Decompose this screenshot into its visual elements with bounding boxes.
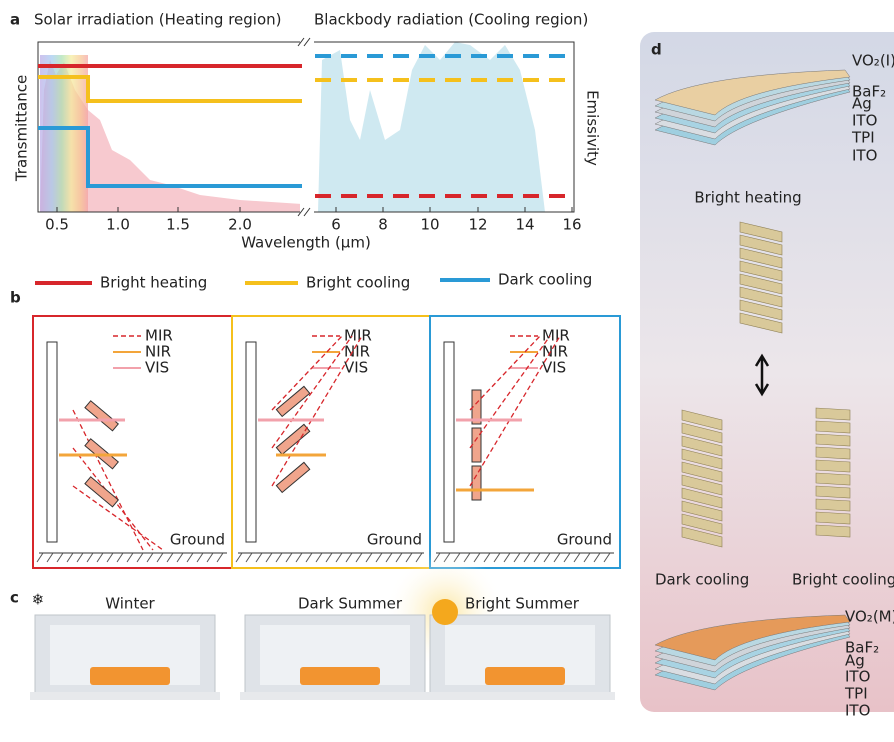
label: Transmittance [13,75,31,182]
label: 1.5 [166,216,190,234]
label: ITO [845,702,870,720]
slat-3d [816,486,850,498]
floor [425,692,615,700]
scene-title: Winter [105,595,155,613]
label: VO₂(M) [845,608,894,626]
label: d [651,41,662,59]
label: 8 [378,216,388,234]
wall [444,342,454,542]
label: ITO [845,668,870,686]
label: Dark cooling [498,271,592,289]
label: Ground [170,531,225,549]
label: 2.0 [228,216,252,234]
slat-3d [816,499,850,511]
label: Bright heating [100,274,207,292]
label: Emissivity [584,90,602,166]
sofa [300,667,380,685]
label: 6 [331,216,341,234]
label: Blackbody radiation (Cooling region) [314,11,588,29]
slat-3d [816,447,850,459]
slat-3d [816,473,850,485]
sofa [90,667,170,685]
sofa [485,667,565,685]
label: Bright cooling [792,571,894,589]
label: Solar irradiation (Heating region) [34,11,282,29]
label: b [10,289,21,307]
label: c [10,589,19,607]
figure: a Solar irradiation (Heating region) Black… [0,0,894,738]
label: 0.5 [45,216,69,234]
wall [47,342,57,542]
floor [30,692,220,700]
slat-3d [816,525,850,537]
atm-window [318,42,545,212]
label: TPI [844,685,868,703]
scene-title: Dark Summer [298,595,403,613]
label: Bright heating [694,189,801,207]
label: ITO [852,147,877,165]
slat-3d [816,512,850,524]
label: Ag [852,95,872,113]
label: VIS [145,359,169,377]
label: TPI [851,129,875,147]
label: a [10,11,20,29]
slat-3d [816,434,850,446]
label: ITO [852,112,877,130]
floor [240,692,430,700]
scene-title: Bright Summer [465,595,580,613]
label: Ground [557,531,612,549]
label: Dark cooling [655,571,749,589]
snowflake: ❄ [32,591,45,609]
sun [432,599,458,625]
axis-break [300,38,314,216]
label: 16 [562,216,581,234]
slat [472,428,481,462]
slat-3d [816,460,850,472]
label: 12 [468,216,487,234]
label: 14 [515,216,534,234]
slat-3d [816,408,850,420]
label: Bright cooling [306,274,410,292]
label: 10 [420,216,439,234]
slat-3d [816,421,850,433]
label: VO₂(I) [852,52,894,70]
label: Wavelength (μm) [241,234,371,252]
label: Ground [367,531,422,549]
wall [246,342,256,542]
label: 1.0 [106,216,130,234]
